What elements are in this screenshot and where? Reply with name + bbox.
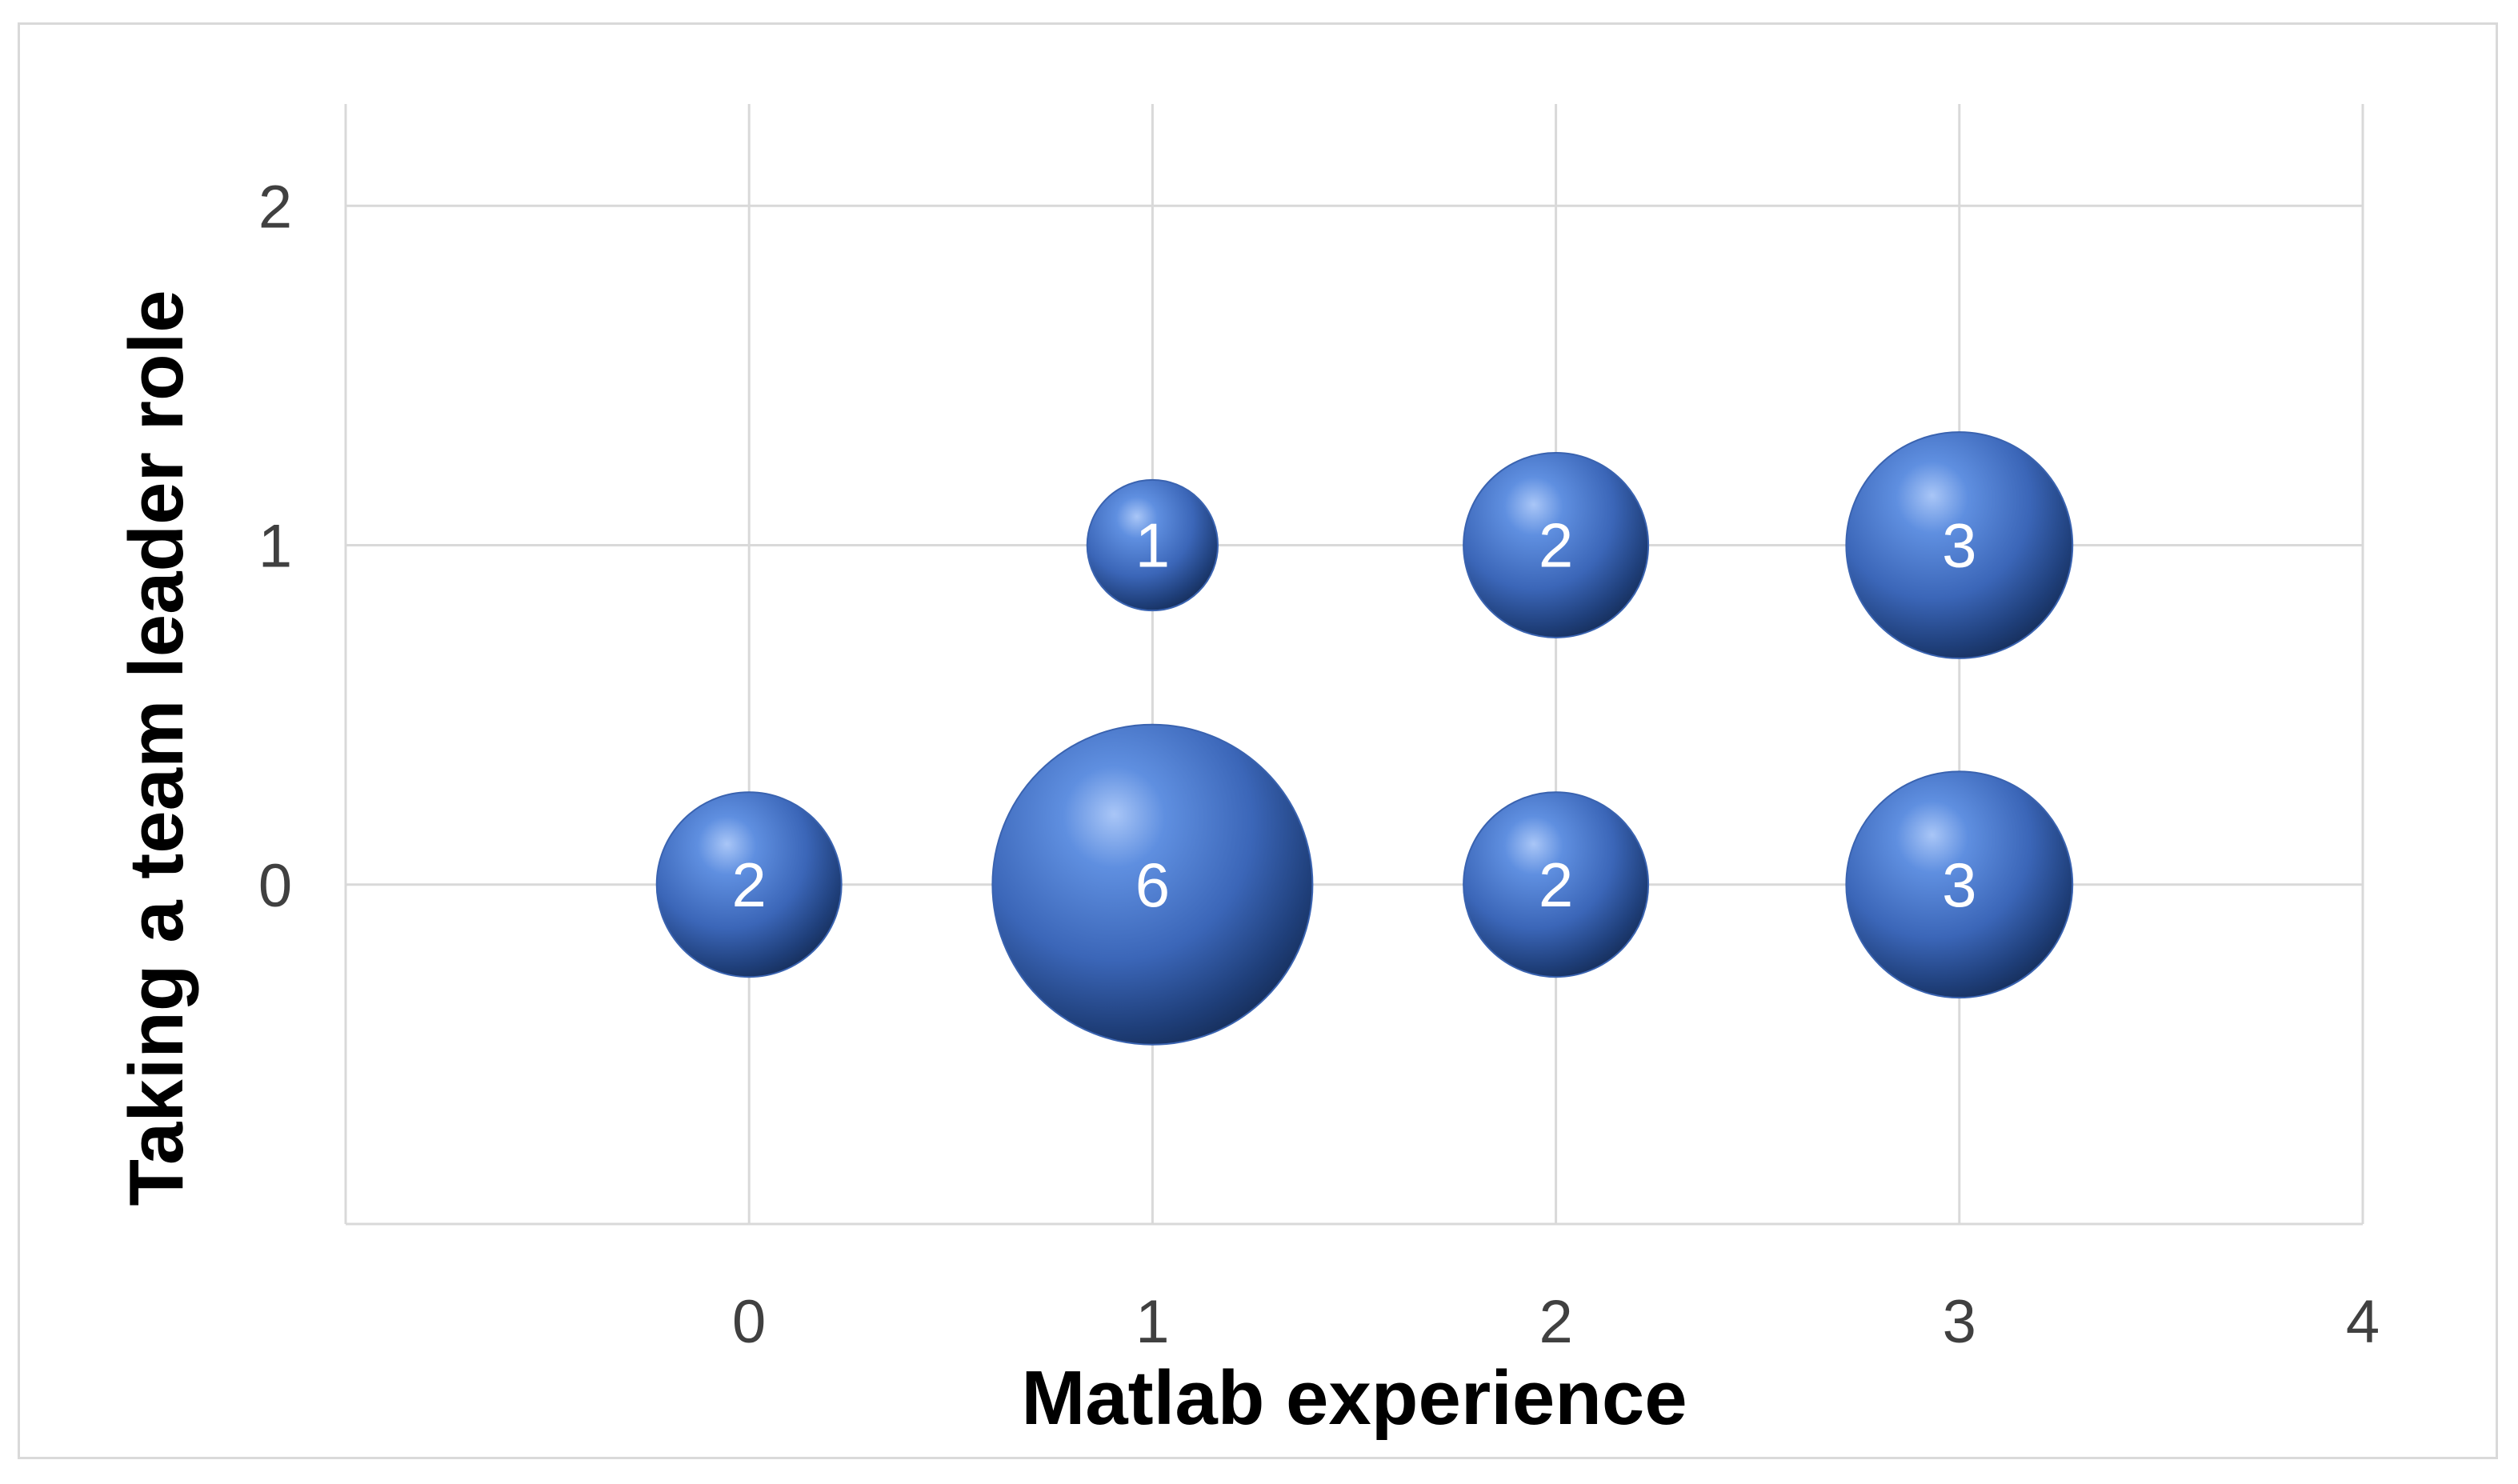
x-tick-label: 1 (1135, 1288, 1169, 1356)
grid-lines (344, 104, 2364, 1226)
chart-frame (18, 22, 2498, 1459)
bubble (1845, 770, 2074, 999)
x-tick-label: 4 (2346, 1288, 2380, 1356)
bubble-data-label: 2 (1539, 510, 1573, 581)
bubble (1086, 478, 1219, 612)
y-axis-title: Taking a team leader role (114, 290, 199, 1206)
bubble (991, 723, 1314, 1046)
bubble-data-label: 2 (732, 850, 767, 920)
bubble-data-label: 3 (1942, 850, 1976, 920)
y-tick-label: 1 (258, 513, 292, 581)
bubble-series: 2 6 2 3 1 2 3 (655, 431, 2074, 1046)
bubble-data-label: 2 (1539, 850, 1573, 920)
y-tick-label: 0 (258, 852, 292, 920)
bubble (655, 791, 843, 978)
x-tick-label: 3 (1943, 1288, 1976, 1356)
bubble (1463, 791, 1650, 978)
y-tick-label: 2 (258, 173, 292, 241)
bubble (1845, 431, 2074, 659)
x-tick-label: 0 (732, 1288, 766, 1356)
bubble-data-label: 1 (1135, 510, 1170, 581)
x-axis-title: Matlab experience (1021, 1355, 1687, 1441)
axis-tick-labels: 0 1 2 3 4 0 1 2 (258, 173, 2380, 1356)
x-tick-label: 2 (1539, 1288, 1572, 1356)
bubble (1463, 452, 1650, 638)
bubble-data-label: 3 (1942, 510, 1976, 581)
bubble-data-label: 6 (1135, 850, 1170, 920)
